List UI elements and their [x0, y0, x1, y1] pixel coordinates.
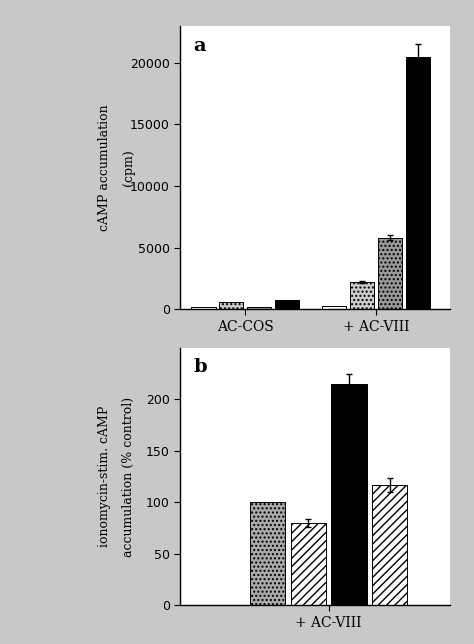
Bar — [250, 502, 285, 605]
Bar — [247, 307, 272, 309]
Bar — [219, 302, 244, 309]
Bar — [331, 384, 366, 605]
Bar — [191, 307, 216, 309]
Bar — [372, 485, 407, 605]
Text: accumulation (% control): accumulation (% control) — [122, 397, 135, 556]
Text: (cpm): (cpm) — [122, 149, 135, 186]
Text: a: a — [193, 37, 206, 55]
Bar — [350, 282, 374, 309]
Bar — [406, 57, 430, 309]
Bar — [378, 238, 402, 309]
Bar — [275, 300, 300, 309]
Text: b: b — [193, 358, 207, 376]
Text: cAMP accumulation: cAMP accumulation — [98, 104, 111, 231]
Bar — [291, 523, 326, 605]
Text: ionomycin-stim. cAMP: ionomycin-stim. cAMP — [98, 406, 111, 547]
Bar — [322, 306, 346, 309]
